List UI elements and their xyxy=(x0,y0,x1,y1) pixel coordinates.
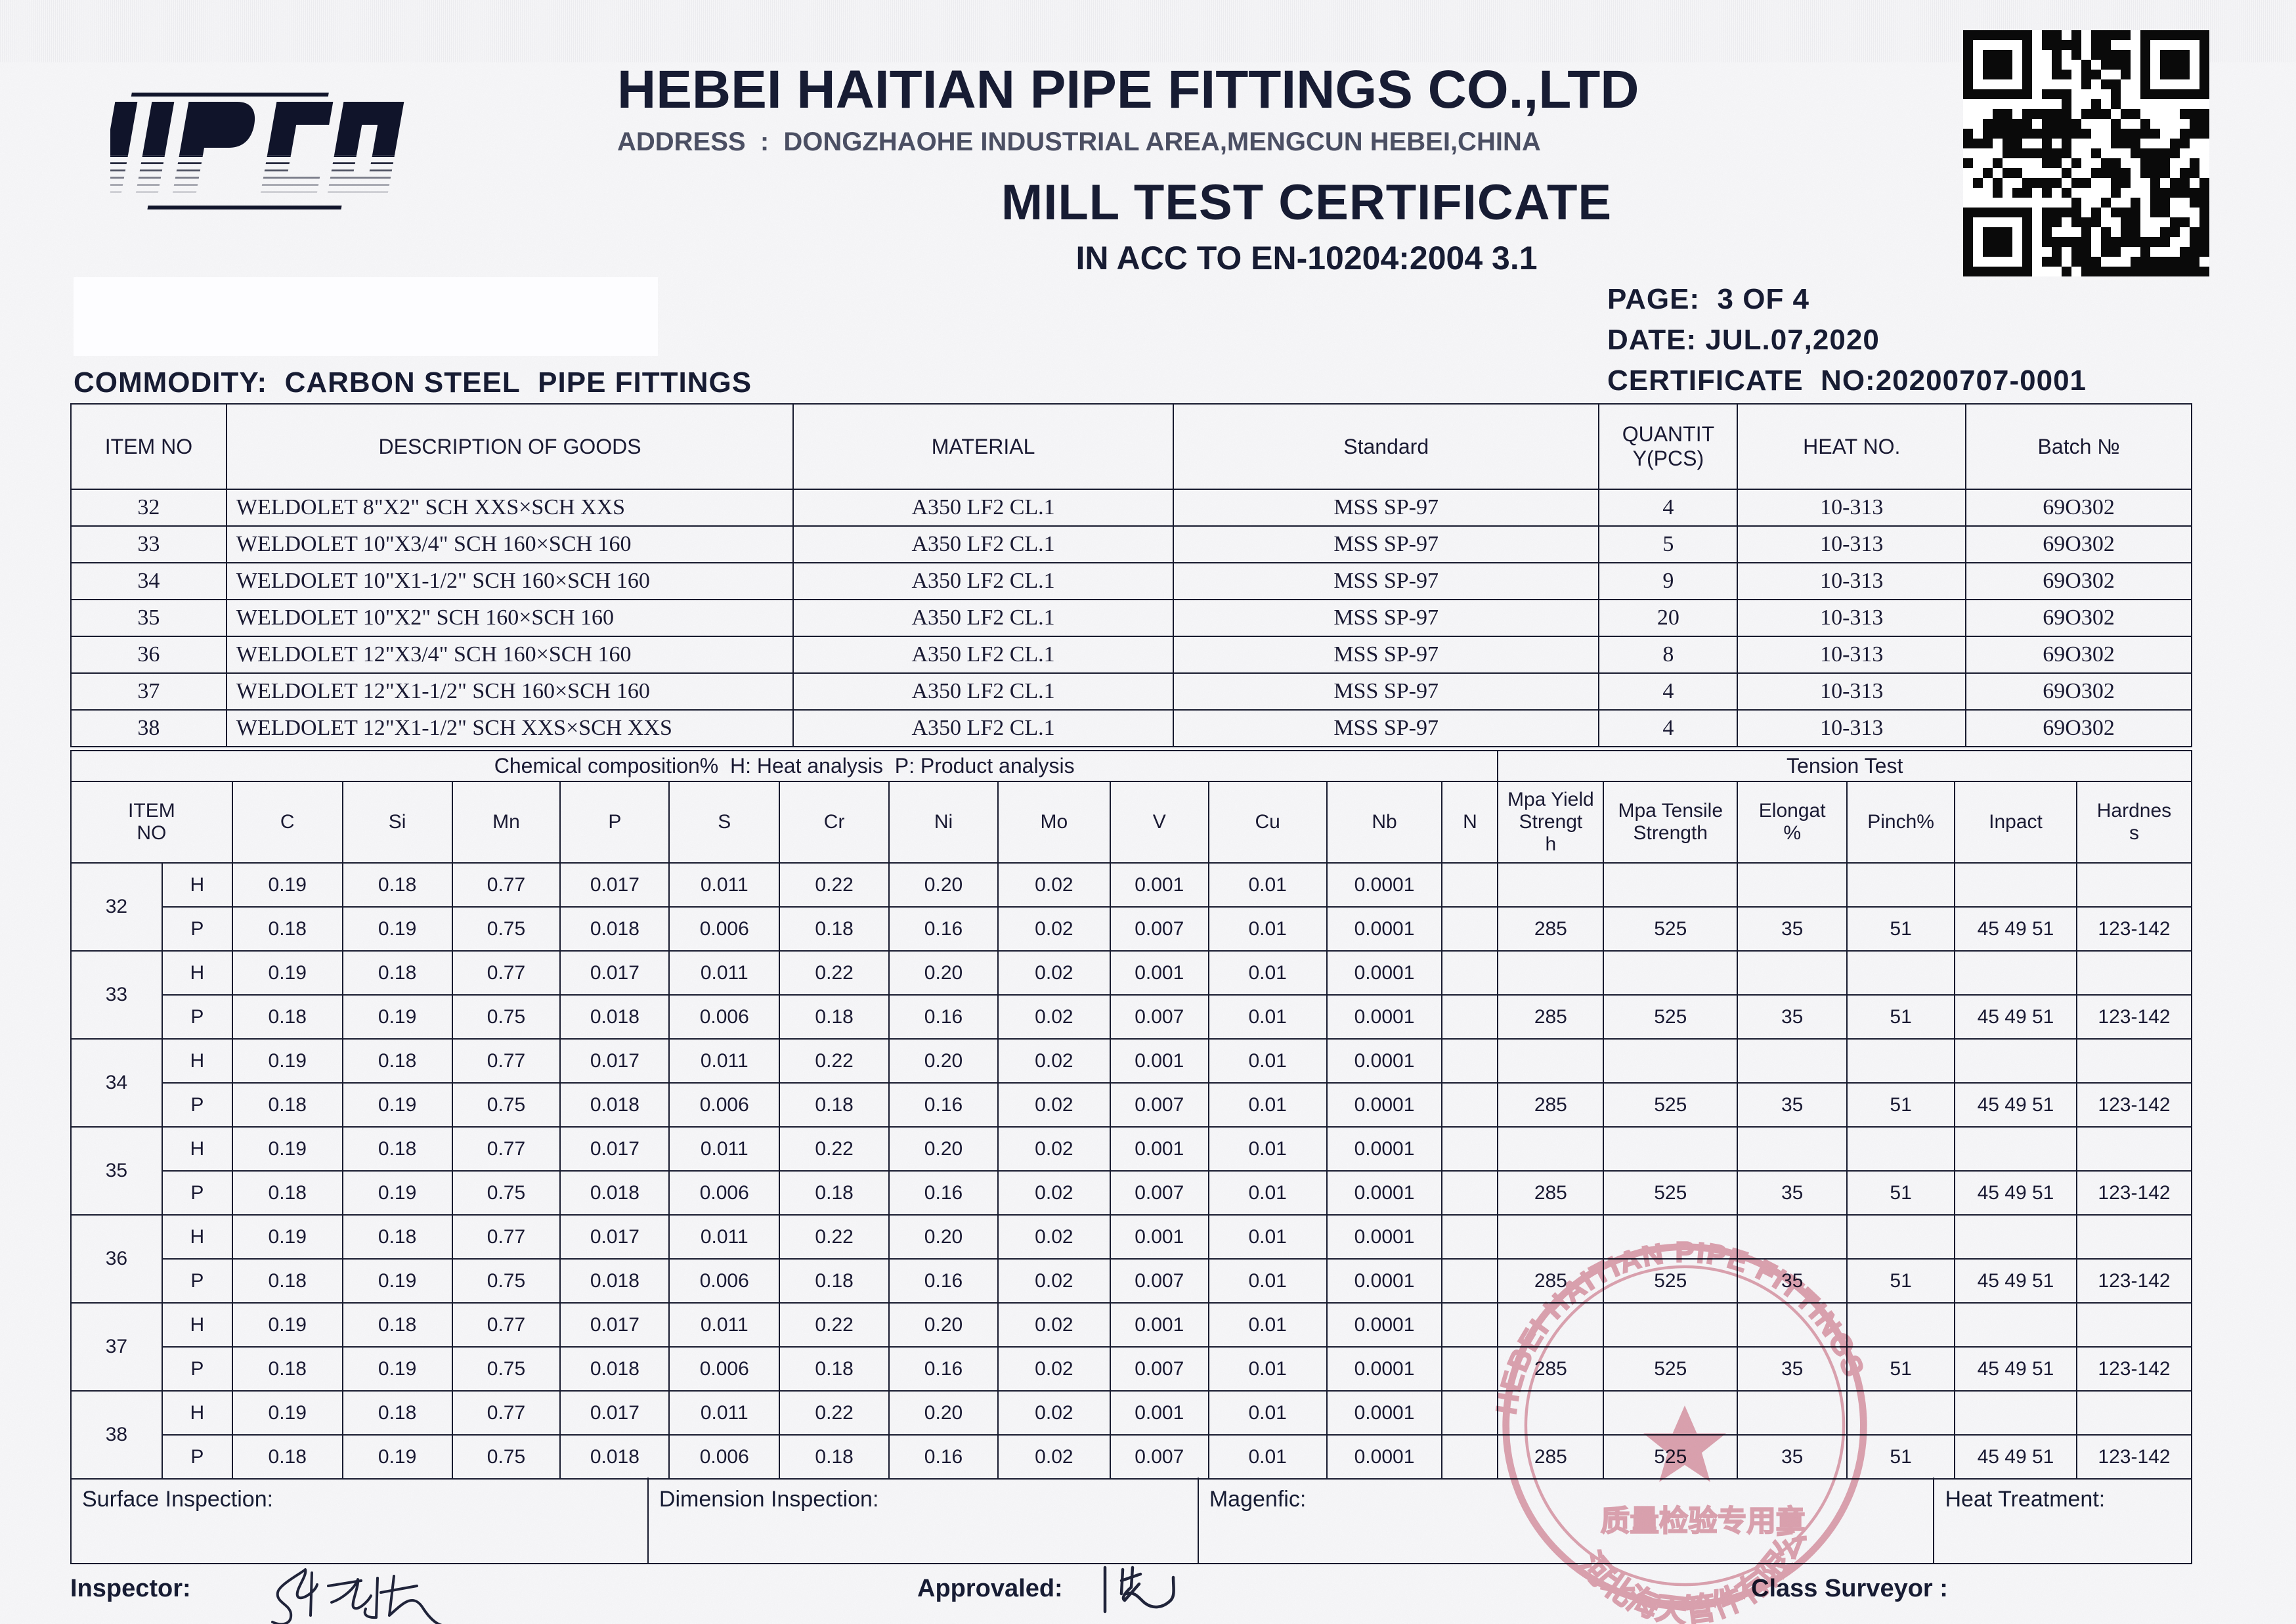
svg-text:质量检验专用章: 质量检验专用章 xyxy=(1601,1504,1806,1537)
svg-text:HEBEI HAITIAN PIPE FITTINGS: HEBEI HAITIAN PIPE FITTINGS xyxy=(1490,1237,1871,1416)
